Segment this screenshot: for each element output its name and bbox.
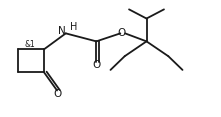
Text: &1: &1 xyxy=(25,40,35,49)
Text: N: N xyxy=(58,26,66,36)
Text: H: H xyxy=(70,22,78,32)
Text: O: O xyxy=(92,60,100,70)
Text: O: O xyxy=(117,28,126,38)
Text: O: O xyxy=(53,89,61,99)
